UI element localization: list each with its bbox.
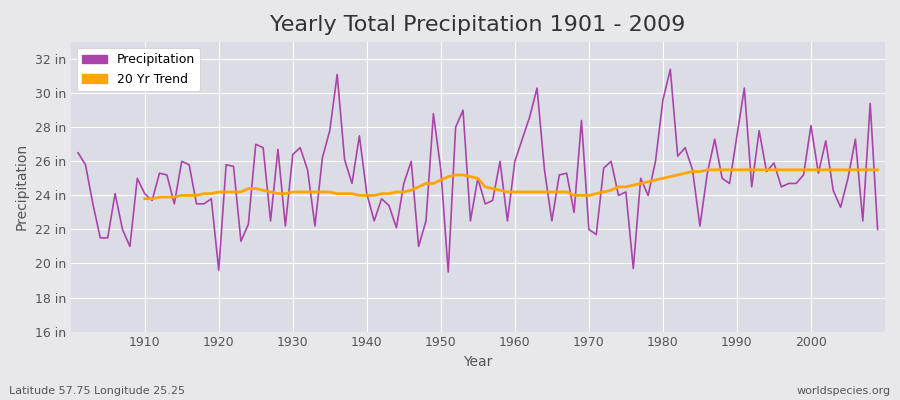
X-axis label: Year: Year	[464, 355, 492, 369]
Text: worldspecies.org: worldspecies.org	[796, 386, 891, 396]
Legend: Precipitation, 20 Yr Trend: Precipitation, 20 Yr Trend	[76, 48, 200, 91]
Y-axis label: Precipitation: Precipitation	[15, 143, 29, 230]
Text: Latitude 57.75 Longitude 25.25: Latitude 57.75 Longitude 25.25	[9, 386, 185, 396]
Title: Yearly Total Precipitation 1901 - 2009: Yearly Total Precipitation 1901 - 2009	[270, 15, 686, 35]
